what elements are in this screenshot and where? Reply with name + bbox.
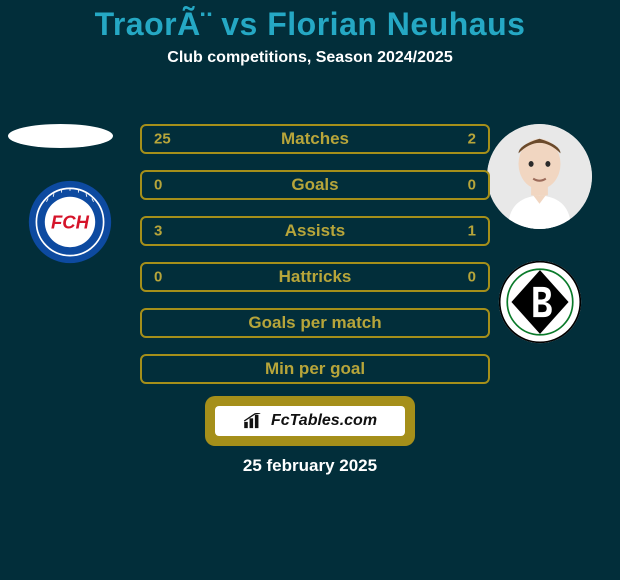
club-left-badge: FCH (28, 180, 112, 264)
stat-label: Goals per match (248, 313, 381, 333)
stat-row: Goals per match (140, 308, 490, 338)
stat-left-value: 0 (154, 177, 162, 194)
stat-row: 3 Assists 1 (140, 216, 490, 246)
stat-row: 0 Hattricks 0 (140, 262, 490, 292)
player-left-avatar (8, 124, 113, 148)
player-right-avatar (487, 124, 592, 229)
bar-chart-icon (243, 413, 265, 429)
stat-left-value: 3 (154, 223, 162, 240)
comparison-date: 25 february 2025 (0, 456, 620, 476)
comparison-subtitle: Club competitions, Season 2024/2025 (0, 49, 620, 67)
stat-label: Hattricks (279, 267, 352, 287)
stat-right-value: 0 (468, 177, 476, 194)
stats-table: 25 Matches 2 0 Goals 0 3 Assists 1 0 Hattricks 0 Goa… (140, 124, 490, 400)
fctables-badge[interactable]: FcTables.com (205, 396, 415, 446)
stat-left-value: 25 (154, 131, 171, 148)
club-left-badge-text: FCH (51, 212, 90, 233)
stat-row: 25 Matches 2 (140, 124, 490, 154)
comparison-title: TraorÃ¨ vs Florian Neuhaus (0, 0, 620, 43)
club-right-badge (498, 260, 582, 344)
stat-label: Goals (291, 175, 338, 195)
stat-left-value: 0 (154, 269, 162, 286)
stat-label: Matches (281, 129, 349, 149)
stat-label: Assists (285, 221, 345, 241)
stat-right-value: 0 (468, 269, 476, 286)
stat-row: Min per goal (140, 354, 490, 384)
stat-label: Min per goal (265, 359, 365, 379)
stat-right-value: 2 (468, 131, 476, 148)
stat-right-value: 1 (468, 223, 476, 240)
stat-row: 0 Goals 0 (140, 170, 490, 200)
fctables-label: FcTables.com (271, 412, 377, 430)
